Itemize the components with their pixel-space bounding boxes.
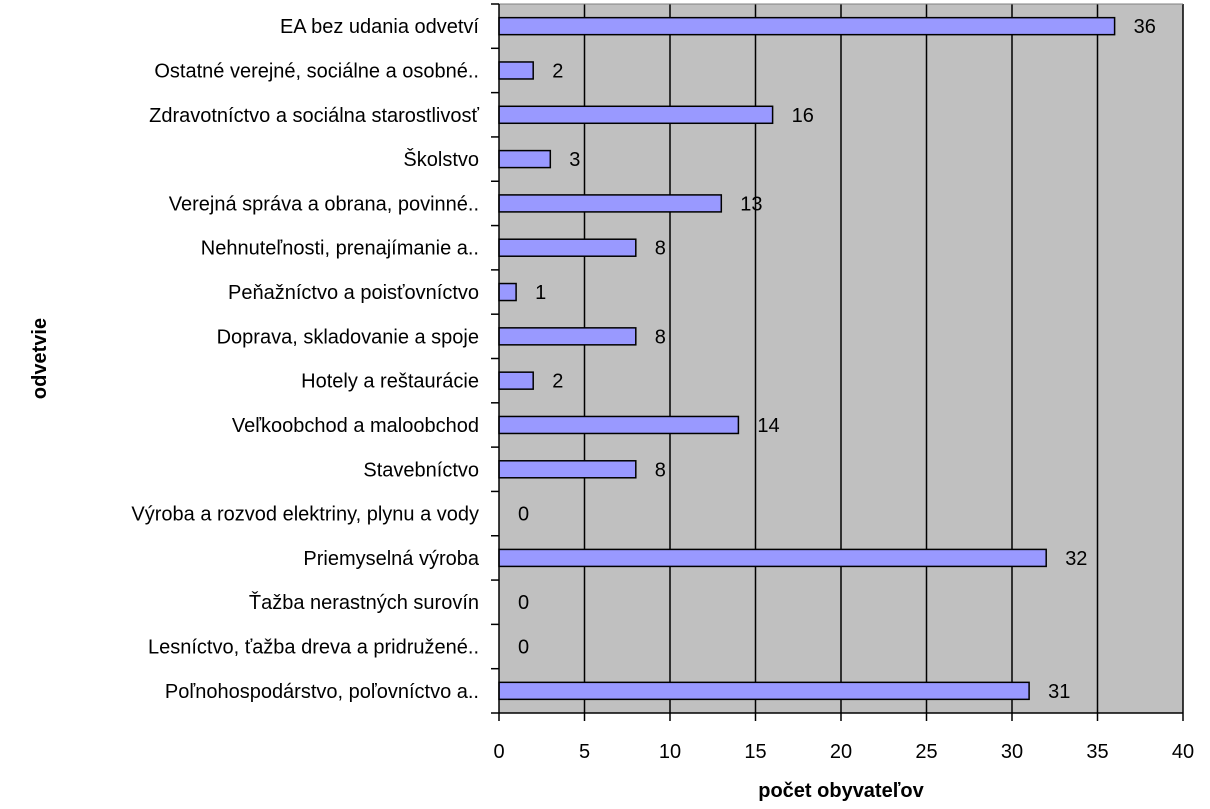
category-label: Zdravotníctvo a sociálna starostlivosť — [149, 105, 479, 127]
data-label: 3 — [569, 149, 580, 171]
data-label: 0 — [518, 637, 529, 659]
bar — [498, 460, 637, 479]
category-label: EA bez udania odvetví — [280, 16, 479, 38]
x-tick-labels: 0 5 10 15 20 25 30 35 40 — [493, 741, 1194, 763]
data-label: 32 — [1065, 548, 1087, 570]
category-label: Ostatné verejné, sociálne a osobné.. — [154, 60, 479, 82]
x-tick-label: 40 — [1172, 741, 1194, 763]
category-label: Priemyselná výroba — [303, 548, 480, 570]
category-labels: EA bez udania odvetví Ostatné verejné, so… — [131, 16, 479, 703]
x-tick-label: 25 — [915, 741, 937, 763]
category-label: Doprava, skladovanie a spoje — [217, 326, 479, 348]
bar — [498, 681, 1030, 701]
y-axis-title: odvetvie — [29, 318, 51, 399]
data-label: 2 — [552, 371, 563, 393]
bar — [498, 16, 1116, 36]
category-label: Nehnuteľnosti, prenajímanie a.. — [201, 238, 479, 260]
x-tick-label: 30 — [1001, 741, 1023, 763]
category-label: Poľnohospodárstvo, poľovníctvo a.. — [165, 681, 479, 703]
data-labels: 36 2 16 3 13 8 1 8 2 14 8 0 32 0 0 31 — [518, 16, 1156, 703]
bar — [498, 282, 517, 302]
bar — [498, 61, 534, 80]
x-tick-label: 20 — [830, 741, 852, 763]
data-label: 31 — [1048, 681, 1070, 703]
data-label: 13 — [740, 193, 762, 215]
x-tick-label: 0 — [493, 741, 504, 763]
bar — [498, 371, 534, 390]
data-label: 1 — [535, 282, 546, 304]
category-label: Školstvo — [403, 148, 479, 171]
category-label: Stavebníctvo — [363, 459, 479, 481]
data-label: 16 — [792, 105, 814, 127]
bar — [498, 548, 1047, 568]
category-label: Verejná správa a obrana, povinné.. — [169, 193, 479, 215]
category-label: Lesníctvo, ťažba dreva a pridružené.. — [148, 637, 479, 659]
category-label: Peňažníctvo a poisťovníctvo — [228, 282, 479, 304]
bar — [498, 238, 637, 257]
data-label: 36 — [1134, 16, 1156, 38]
category-label: Výroba a rozvod elektriny, plynu a vody — [131, 504, 479, 526]
data-label: 0 — [518, 504, 529, 526]
data-label: 14 — [757, 415, 779, 437]
data-label: 8 — [655, 326, 666, 348]
bar — [498, 149, 552, 169]
category-label: Ťažba nerastných surovín — [249, 591, 479, 614]
x-tick-label: 15 — [744, 741, 766, 763]
bar — [498, 415, 740, 435]
data-label: 8 — [655, 238, 666, 260]
bar — [498, 105, 774, 125]
bar — [498, 194, 723, 213]
axes — [491, 3, 1184, 721]
data-label: 8 — [655, 459, 666, 481]
data-label: 2 — [552, 60, 563, 82]
bar — [498, 327, 637, 346]
x-tick-label: 35 — [1086, 741, 1108, 763]
x-axis-title: počet obyvateľov — [758, 780, 924, 802]
x-tick-label: 10 — [659, 741, 681, 763]
x-tick-label: 5 — [579, 741, 590, 763]
category-label: Veľkoobchod a maloobchod — [232, 415, 479, 437]
data-label: 0 — [518, 592, 529, 614]
category-label: Hotely a reštaurácie — [301, 371, 479, 393]
